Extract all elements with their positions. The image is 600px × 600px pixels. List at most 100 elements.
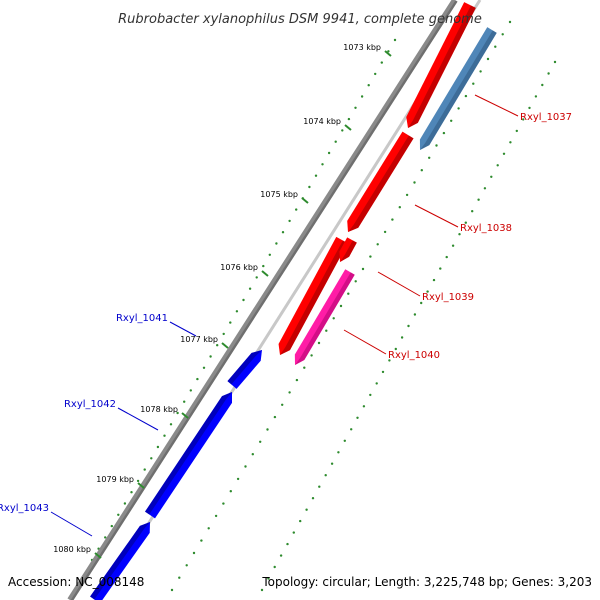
- guide-dot: [343, 439, 346, 442]
- tick-mark: [261, 270, 269, 277]
- guide-dot: [325, 329, 328, 332]
- guide-dot: [354, 280, 357, 283]
- gene-label-rxyl-1037[interactable]: Rxyl_1037: [520, 112, 572, 123]
- guide-dot: [435, 144, 438, 147]
- tick-mark: [181, 412, 189, 419]
- guide-dot: [501, 33, 504, 36]
- guide-dot: [490, 175, 493, 178]
- guide-dot: [494, 45, 497, 48]
- guide-dot: [200, 539, 203, 542]
- tick-label: 1074 kbp: [303, 117, 341, 126]
- guide-dot: [347, 117, 351, 121]
- accession-text: Accession: NC_008148: [8, 575, 144, 589]
- guide-dot: [255, 276, 258, 279]
- guide-dot: [327, 151, 331, 155]
- guide-dot: [244, 465, 247, 468]
- guide-dot: [515, 129, 518, 133]
- guide-dot: [375, 382, 378, 385]
- guide-dot: [308, 185, 311, 189]
- guide-dot: [509, 141, 512, 144]
- label-leader-line: [414, 204, 459, 228]
- guide-dot: [420, 169, 423, 172]
- guide-dot: [388, 359, 391, 362]
- guide-dot: [350, 428, 353, 431]
- gene-label-rxyl-1039[interactable]: Rxyl_1039: [422, 292, 474, 303]
- guide-dot: [104, 536, 107, 539]
- guide-dot: [528, 106, 531, 110]
- gene-rxyl-1041-reverse[interactable]: [227, 350, 262, 389]
- guide-dot: [477, 198, 480, 201]
- guide-dot: [405, 193, 409, 197]
- guide-dot: [398, 206, 401, 209]
- tick-label: 1080 kbp: [53, 545, 91, 554]
- guide-dot: [361, 267, 365, 271]
- guide-dot: [229, 321, 232, 324]
- tick-label: 1079 kbp: [96, 475, 134, 484]
- guide-dot: [369, 255, 372, 258]
- guide-dot: [391, 218, 394, 221]
- guide-dot: [457, 107, 460, 110]
- tick-label: 1076 kbp: [220, 263, 258, 272]
- gene-label-rxyl-1040[interactable]: Rxyl_1040: [388, 350, 440, 361]
- guide-dot: [303, 366, 306, 369]
- guide-dot: [428, 156, 431, 159]
- gene-label-rxyl-1041[interactable]: Rxyl_1041: [116, 313, 168, 324]
- guide-dot: [216, 344, 219, 347]
- guide-dot: [381, 370, 385, 374]
- guide-dot: [502, 152, 506, 155]
- guide-dot: [273, 565, 276, 569]
- guide-dot: [324, 474, 327, 477]
- guide-dot: [314, 174, 318, 177]
- guide-dot: [222, 502, 225, 505]
- guide-dot: [214, 514, 218, 518]
- guide-dot: [479, 70, 482, 73]
- guide-dot: [553, 60, 557, 64]
- gene-rxyl-1042-reverse-shade: [145, 392, 232, 515]
- guide-dot: [251, 453, 254, 456]
- guide-dot: [143, 468, 146, 471]
- tick-mark: [344, 124, 352, 131]
- guide-dot: [262, 264, 265, 268]
- guide-dot: [451, 244, 455, 247]
- guide-dot: [288, 391, 291, 394]
- gene-label-rxyl-1038[interactable]: Rxyl_1038: [460, 223, 512, 234]
- guide-dot: [163, 434, 166, 437]
- label-leader-line: [50, 511, 93, 537]
- guide-dot: [400, 336, 404, 339]
- guide-dot: [156, 445, 160, 449]
- guide-dot: [229, 490, 232, 493]
- guide-dot: [317, 341, 321, 345]
- guide-dot: [486, 57, 490, 61]
- gene-rxyl-1041-reverse-shade: [227, 350, 262, 385]
- guide-dot: [286, 542, 289, 546]
- guide-dot: [318, 485, 321, 488]
- guide-dot: [347, 292, 350, 295]
- guide-dot: [387, 50, 390, 53]
- gene-rxyl-1040-cds-shade: [295, 272, 355, 365]
- genome-backbone: [67, 0, 482, 600]
- guide-dot: [130, 491, 133, 494]
- guide-dot: [394, 347, 397, 351]
- guide-dot: [295, 378, 299, 382]
- guide-dot: [547, 72, 550, 75]
- guide-dot: [432, 278, 436, 282]
- guide-dot: [339, 304, 343, 308]
- tick-mark: [384, 50, 392, 57]
- tick-label: 1078 kbp: [140, 405, 178, 414]
- guide-dot: [367, 84, 370, 87]
- guide-dot: [268, 253, 271, 256]
- gene-label-rxyl-1042[interactable]: Rxyl_1042: [64, 399, 116, 410]
- tick-label: 1073 kbp: [343, 43, 381, 52]
- genome-summary-text: Topology: circular; Length: 3,225,748 bp…: [261, 575, 592, 589]
- scale-ticks: 1073 kbp 1074 kbp 1075 kbp 1076 kbp 1077 kbp…: [53, 43, 392, 559]
- guide-dot: [356, 416, 359, 419]
- guide-dot: [337, 451, 340, 454]
- guide-dot: [281, 403, 284, 406]
- guide-dot: [321, 163, 324, 166]
- gene-label-rxyl-1043[interactable]: Rxyl_1043: [0, 503, 49, 514]
- guide-dot: [235, 310, 239, 313]
- gene-rxyl-1037-outer-forward-shade: [408, 5, 476, 128]
- tick-mark: [137, 482, 145, 489]
- guide-dot: [369, 393, 372, 397]
